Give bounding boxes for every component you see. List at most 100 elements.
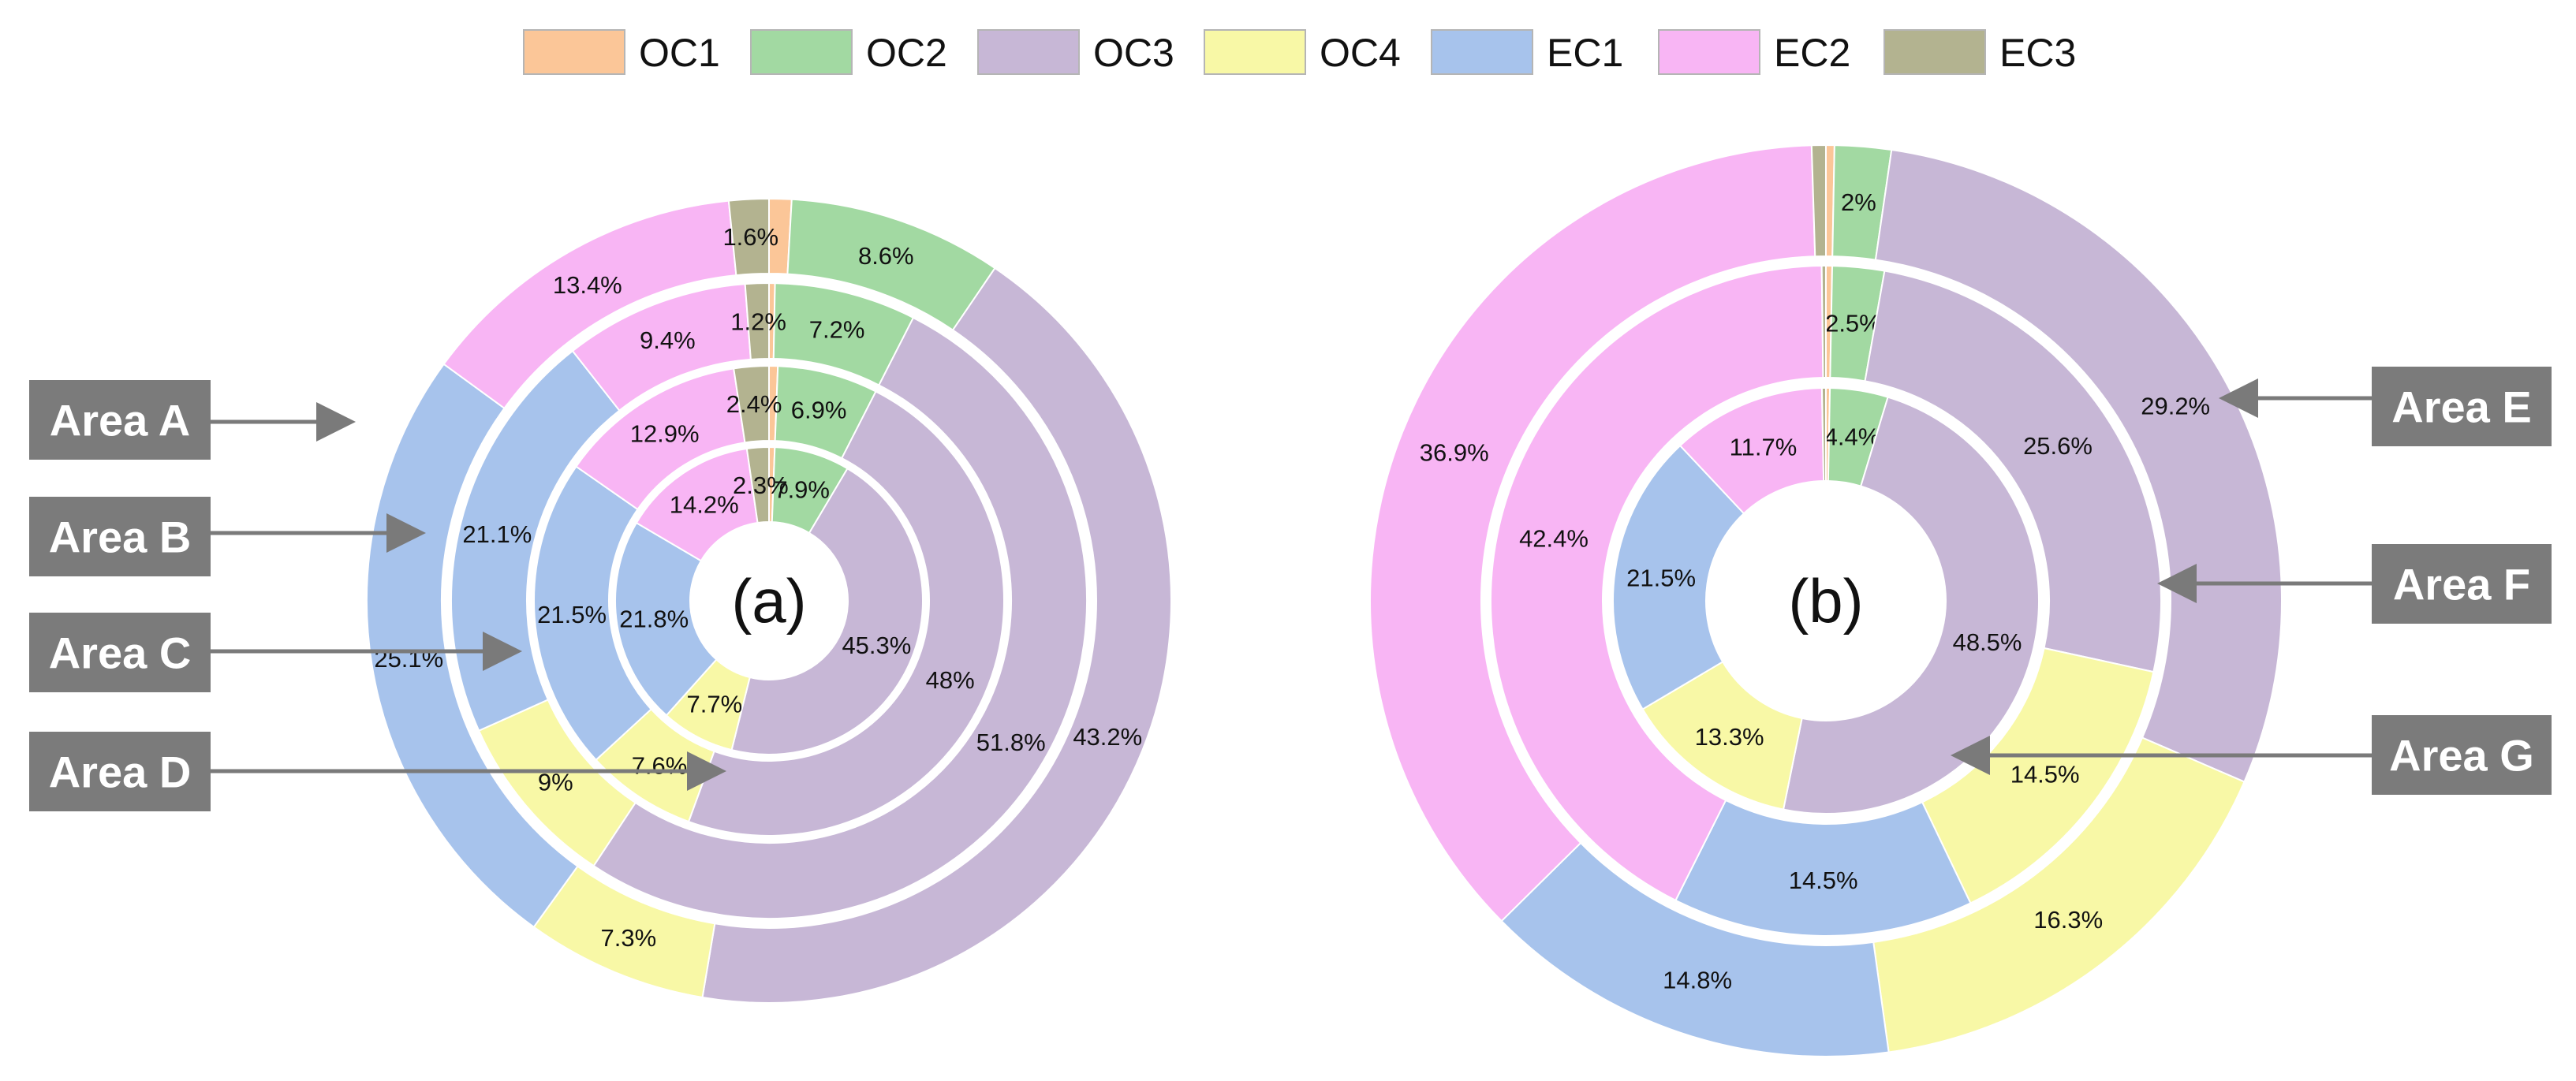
callout-box-area-b bbox=[29, 497, 211, 576]
slice-label-area-e-oc2: 2% bbox=[1841, 188, 1876, 216]
slice-label-area-b-oc3: 51.8% bbox=[976, 729, 1046, 756]
slice-label-area-c-oc3: 48% bbox=[926, 666, 975, 694]
slice-area-b-oc3 bbox=[592, 316, 1088, 919]
slice-label-area-b-ec3: 1.2% bbox=[730, 308, 786, 335]
slice-area-f-oc3 bbox=[1864, 270, 2162, 673]
callout-box-area-g bbox=[2372, 715, 2552, 795]
slice-label-area-d-ec1: 21.8% bbox=[619, 606, 689, 633]
legend-swatch-oc1 bbox=[523, 29, 625, 75]
slice-label-area-b-oc4: 9% bbox=[538, 769, 573, 796]
ring-area-g: 4.4% 48.5% 13.3% 21.5% 11.7% bbox=[1612, 386, 2040, 814]
slice-label-area-f-oc4: 14.5% bbox=[2010, 761, 2080, 788]
slice-label-area-c-ec2: 12.9% bbox=[630, 419, 700, 447]
callout-box-area-e bbox=[2372, 367, 2552, 446]
slice-label-area-a-oc3: 43.2% bbox=[1073, 723, 1142, 751]
slice-area-e-oc3 bbox=[1874, 148, 2283, 783]
callout-box-area-a bbox=[29, 380, 211, 460]
slice-area-g-ec1 bbox=[1612, 444, 1745, 710]
callout-area-a: Area A bbox=[29, 380, 356, 460]
legend-label-ec2: EC2 bbox=[1774, 31, 1850, 75]
callout-box-area-f bbox=[2372, 544, 2552, 624]
legend-item-ec2: EC2 bbox=[1658, 29, 1850, 75]
slice-label-area-a-ec3: 1.6% bbox=[722, 223, 778, 251]
slice-label-area-d-oc3: 45.3% bbox=[842, 632, 911, 659]
legend-swatch-oc2 bbox=[750, 29, 853, 75]
panels: 8.6% 43.2% 7.3% 25.1% 13.4% 1.6% 7.2% 51.8% 9% 21… bbox=[366, 144, 2283, 1058]
callout-area-d: Area D bbox=[29, 732, 726, 811]
slice-label-area-f-ec2: 42.4% bbox=[1519, 525, 1589, 553]
slice-label-area-c-oc4: 7.6% bbox=[632, 751, 688, 779]
legend-item-ec1: EC1 bbox=[1431, 29, 1623, 75]
callout-area-e: Area E bbox=[2219, 367, 2552, 446]
slice-label-area-f-ec1: 14.5% bbox=[1789, 867, 1858, 894]
slice-area-b-ec3 bbox=[744, 281, 770, 360]
slice-label-area-f-oc3: 25.6% bbox=[2023, 432, 2093, 460]
legend-swatch-ec1 bbox=[1431, 29, 1533, 75]
slice-area-c-oc3 bbox=[687, 390, 1005, 837]
slice-label-area-b-oc2: 7.2% bbox=[809, 316, 865, 344]
slice-label-area-c-ec3: 2.4% bbox=[726, 390, 782, 418]
slice-area-d-oc3 bbox=[730, 467, 924, 755]
callout-label-area-c: Area C bbox=[49, 628, 192, 678]
slice-label-area-a-ec1: 25.1% bbox=[374, 645, 443, 673]
slice-label-area-g-ec1: 21.5% bbox=[1626, 564, 1696, 591]
slice-area-e-ec2 bbox=[1369, 144, 1816, 923]
legend-item-oc4: OC4 bbox=[1204, 29, 1401, 75]
legend-label-oc1: OC1 bbox=[639, 31, 720, 75]
slice-label-area-g-oc4: 13.3% bbox=[1695, 723, 1764, 751]
area-annotations: Area A Area B Area C Area D Area E Area F Area… bbox=[29, 367, 2552, 811]
slice-area-c-ec3 bbox=[733, 364, 770, 444]
callout-box-area-d bbox=[29, 732, 211, 811]
slice-label-area-e-ec2: 36.9% bbox=[1420, 439, 1489, 467]
legend-item-oc3: OC3 bbox=[977, 29, 1174, 75]
callout-area-f: Area F bbox=[2157, 544, 2552, 624]
slice-label-area-c-ec1: 21.5% bbox=[537, 601, 607, 628]
slice-label-area-a-oc4: 7.3% bbox=[601, 924, 657, 952]
legend-swatch-oc4 bbox=[1204, 29, 1306, 75]
slice-label-area-b-ec2: 9.4% bbox=[640, 326, 696, 354]
slice-label-area-d-ec3: 2.3% bbox=[733, 472, 789, 499]
slice-label-area-g-oc3: 48.5% bbox=[1953, 628, 2022, 656]
slice-area-d-ec1 bbox=[614, 521, 718, 717]
panel-a: 8.6% 43.2% 7.3% 25.1% 13.4% 1.6% 7.2% 51.8% 9% 21… bbox=[366, 197, 1172, 1004]
callout-label-area-f: Area F bbox=[2393, 560, 2530, 609]
slice-label-area-g-ec2: 11.7% bbox=[1730, 434, 1798, 461]
legend: OC1 OC2 OC3 OC4 EC1 EC2 EC3 bbox=[523, 29, 2076, 75]
panel-label-b: (b) bbox=[1788, 566, 1863, 636]
callout-label-area-a: Area A bbox=[50, 396, 190, 445]
slice-area-f-ec3 bbox=[1820, 264, 1827, 379]
legend-item-oc2: OC2 bbox=[750, 29, 947, 75]
slice-area-a-oc3 bbox=[701, 267, 1172, 1004]
slice-label-area-b-ec1: 21.1% bbox=[462, 520, 532, 548]
callout-area-b: Area B bbox=[29, 497, 426, 576]
slice-label-area-c-oc2: 6.9% bbox=[791, 397, 847, 424]
callout-label-area-e: Area E bbox=[2391, 382, 2531, 432]
ring-area-b: 7.2% 51.8% 9% 21.1% 9.4% 1.2% bbox=[450, 281, 1088, 919]
legend-swatch-oc3 bbox=[977, 29, 1080, 75]
slice-label-area-a-oc2: 8.6% bbox=[858, 242, 914, 270]
ring-area-a: 8.6% 43.2% 7.3% 25.1% 13.4% 1.6% bbox=[366, 197, 1172, 1004]
legend-label-ec1: EC1 bbox=[1547, 31, 1623, 75]
legend-item-oc1: OC1 bbox=[523, 29, 720, 75]
callout-label-area-b: Area B bbox=[49, 513, 192, 562]
slice-label-area-e-oc3: 29.2% bbox=[2141, 393, 2210, 420]
slice-label-area-e-ec1: 14.8% bbox=[1663, 967, 1732, 994]
slice-area-c-ec1 bbox=[533, 465, 653, 762]
slice-label-area-d-oc2: 7.9% bbox=[774, 476, 830, 504]
slice-label-area-f-oc2: 2.5% bbox=[1825, 310, 1881, 337]
legend-label-oc3: OC3 bbox=[1093, 31, 1174, 75]
callout-area-g: Area G bbox=[1951, 715, 2552, 795]
slice-area-e-ec3 bbox=[1810, 144, 1827, 258]
ring-area-c: 6.9% 48% 7.6% 21.5% 12.9% 2.4% bbox=[533, 364, 1005, 837]
slice-area-f-ec2 bbox=[1490, 265, 1824, 902]
slice-label-area-g-oc2: 4.4% bbox=[1824, 423, 1880, 451]
callout-label-area-g: Area G bbox=[2389, 731, 2534, 781]
slice-label-area-a-ec2: 13.4% bbox=[553, 271, 622, 299]
ring-area-f: 2.5% 25.6% 14.5% 14.5% 42.4% bbox=[1490, 264, 2162, 937]
slice-label-area-e-oc4: 16.3% bbox=[2033, 906, 2103, 934]
panel-b: 2% 29.2% 16.3% 14.8% 36.9% 2.5% 25.6% 14.5% 14.5… bbox=[1369, 144, 2283, 1058]
legend-label-oc2: OC2 bbox=[866, 31, 947, 75]
ring-area-e: 2% 29.2% 16.3% 14.8% 36.9% bbox=[1369, 144, 2283, 1058]
ring-area-d: 7.9% 45.3% 7.7% 21.8% 14.2%2.3% bbox=[614, 445, 924, 755]
